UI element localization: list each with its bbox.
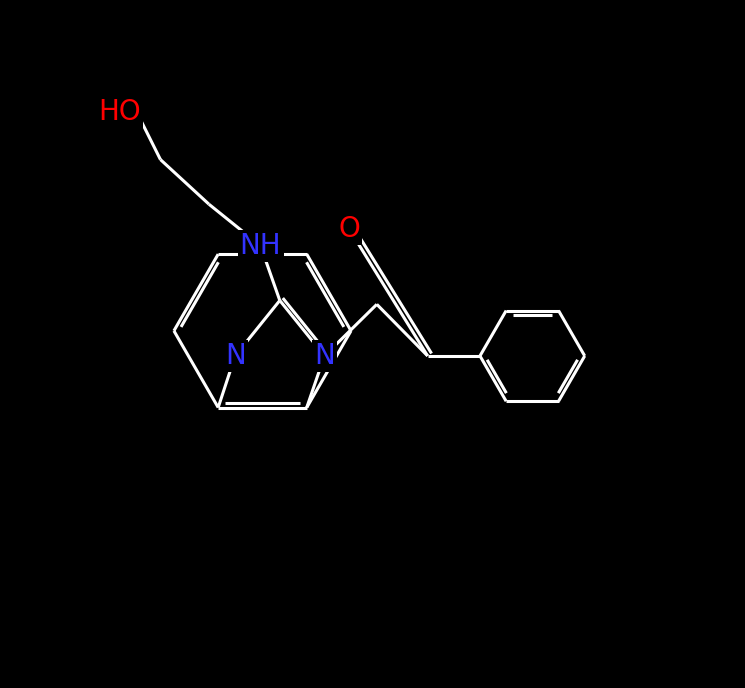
Text: N: N xyxy=(314,342,335,370)
Text: O: O xyxy=(338,215,360,243)
Text: HO: HO xyxy=(98,98,141,126)
Text: NH: NH xyxy=(240,232,282,260)
Text: N: N xyxy=(225,342,246,370)
